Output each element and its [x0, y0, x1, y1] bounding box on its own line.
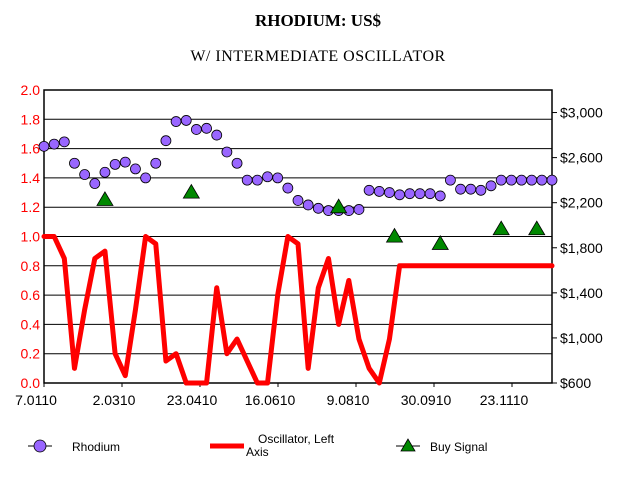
buy-signal-marker [385, 227, 404, 243]
rhodium-point [424, 188, 436, 200]
rhodium-point [536, 174, 548, 186]
left-tick-label: 1.6 [21, 141, 41, 157]
rhodium-point [465, 183, 477, 195]
left-tick-label: 1.2 [21, 199, 41, 215]
right-tick-label: $2,600 [560, 150, 603, 166]
rhodium-point [455, 183, 466, 195]
rhodium-point [180, 115, 192, 126]
rhodium-point [363, 184, 375, 196]
legend-rhodium-symbol [33, 439, 47, 453]
rhodium-point [312, 202, 324, 214]
rhodium-point [231, 157, 243, 169]
x-tick-label: 23.0410 [167, 392, 218, 408]
buy-signal-marker [492, 220, 510, 236]
rhodium-point [241, 174, 253, 186]
legend: Rhodium Oscillator, Left Axis Buy Signal [28, 432, 487, 459]
buy-signal-marker [96, 191, 114, 206]
left-tick-label: 0.6 [21, 287, 41, 303]
rhodium-point [130, 163, 141, 175]
x-tick-label: 16.0610 [245, 392, 296, 408]
rhodium-point [353, 204, 365, 215]
rhodium-point [394, 189, 406, 201]
rhodium-point [373, 186, 385, 197]
rhodium-point [444, 174, 456, 186]
left-tick-label: 0.4 [21, 316, 41, 332]
left-tick-label: 0.0 [21, 375, 41, 391]
buy-signal-marker [329, 198, 348, 214]
buy-signal-marker [431, 235, 449, 250]
rhodium-point [302, 199, 314, 211]
left-tick-label: 0.8 [21, 258, 41, 274]
rhodium-point [404, 188, 416, 200]
rhodium-point [201, 122, 212, 134]
rhodium-point [89, 178, 101, 189]
left-tick-label: 0.2 [21, 346, 41, 362]
rhodium-point [414, 188, 426, 200]
right-tick-label: $2,200 [560, 195, 603, 211]
x-tick-label: 7.0110 [15, 392, 57, 408]
rhodium-point [69, 157, 80, 169]
rhodium-point [170, 116, 182, 127]
rhodium-point [119, 156, 131, 168]
rhodium-point [292, 195, 304, 206]
rhodium-point [48, 138, 60, 150]
rhodium-point [495, 174, 507, 186]
rhodium-point [272, 172, 284, 184]
rhodium-point [211, 129, 223, 141]
left-tick-label: 1.0 [21, 229, 41, 245]
rhodium-point [526, 174, 538, 186]
rhodium-point [505, 174, 517, 186]
rhodium-point [221, 146, 233, 158]
rhodium-point [109, 158, 121, 170]
buy-signal-marker [528, 220, 546, 236]
buy-signal-marker [182, 183, 201, 199]
rhodium-point [546, 174, 558, 186]
rhodium-point [79, 169, 91, 180]
rhodium-point [140, 172, 152, 184]
rhodium-point [58, 136, 70, 148]
rhodium-point [485, 180, 497, 192]
left-tick-label: 1.4 [21, 170, 41, 186]
legend-oscillator-label: Oscillator, Left Axis [246, 432, 335, 459]
rhodium-point [150, 157, 162, 169]
right-tick-label: $1,000 [560, 330, 603, 346]
rhodium-point [384, 187, 395, 198]
chart-title: RHODIUM: US$ [255, 11, 382, 30]
oscillator-line [41, 234, 555, 386]
chart-subtitle: W/ INTERMEDIATE OSCILLATOR [190, 48, 445, 65]
left-tick-label: 2.0 [21, 82, 41, 98]
rhodium-point [282, 182, 294, 194]
rhodium-point [160, 135, 172, 147]
rhodium-point [99, 166, 111, 178]
plot-area: 0.0 0.2 0.4 0.6 0.8 1.0 1.2 1.4 1.6 1.8 2.0 $600 $1,… [15, 82, 603, 408]
legend-buy-label: Buy Signal [430, 440, 487, 454]
rhodium-point [516, 174, 527, 186]
x-tick-label: 23.1110 [480, 392, 529, 408]
rhodium-point [475, 184, 487, 196]
rhodium-point [38, 140, 50, 152]
rhodium-point [262, 171, 273, 183]
left-tick-label: 1.8 [21, 111, 41, 127]
right-tick-label: $600 [560, 375, 591, 391]
x-tick-label: 30.0910 [401, 392, 452, 408]
x-tick-label: 2.0310 [93, 392, 136, 408]
rhodium-point [251, 174, 263, 186]
rhodium-point [434, 190, 446, 202]
x-tick-label: 9.0810 [327, 392, 370, 408]
legend-rhodium-label: Rhodium [72, 440, 120, 454]
right-tick-label: $1,800 [560, 240, 603, 256]
right-tick-label: $1,400 [560, 285, 603, 301]
legend-buy-symbol [400, 438, 416, 452]
rhodium-point [190, 124, 202, 135]
right-tick-label: $3,000 [560, 105, 603, 121]
